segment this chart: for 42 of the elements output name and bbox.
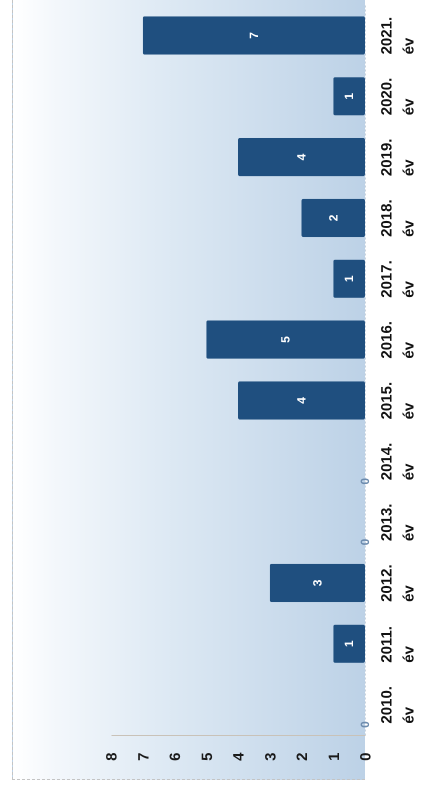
data-label: 0: [358, 720, 372, 728]
y-tick-label: 2013. év: [378, 504, 418, 542]
y-tick-label: 2012. év: [378, 564, 418, 602]
data-label: 3: [310, 579, 324, 586]
x-tick-label: 1: [326, 752, 343, 761]
y-tick-label: 2019. év: [378, 138, 418, 176]
data-label: 4: [294, 153, 308, 160]
data-label: 0: [358, 478, 372, 485]
x-tick-label: 2: [294, 752, 311, 761]
y-tick-label: 2021. év: [378, 16, 418, 54]
data-label: 4: [294, 396, 308, 404]
bar: [333, 77, 365, 116]
data-label: 7: [246, 32, 261, 39]
data-label: 1: [342, 640, 356, 648]
x-tick-label: 0: [358, 752, 374, 761]
bar: [270, 564, 365, 602]
bar: [142, 16, 365, 55]
y-tick-label: 2010. év: [378, 686, 418, 724]
y-tick-label: 2020. év: [378, 78, 418, 116]
bar: [333, 260, 365, 298]
y-tick-label: 2017. év: [378, 260, 418, 298]
y-tick-label: 2014. év: [378, 442, 418, 480]
x-tick-label: 3: [262, 752, 280, 761]
bar: [206, 320, 365, 359]
y-tick-label: 2011. év: [378, 626, 418, 663]
y-tick-label: 2018. év: [378, 199, 418, 237]
data-label: 2: [326, 214, 340, 222]
x-tick-label: 5: [198, 752, 216, 761]
bar: [302, 198, 365, 238]
x-tick-label: 6: [167, 752, 184, 761]
bar: [238, 381, 365, 420]
y-tick-label: 2015. év: [378, 382, 418, 420]
data-label: 0: [358, 538, 372, 546]
y-tick-label: 2016. év: [378, 321, 418, 359]
bar: [333, 624, 365, 663]
bar: [238, 138, 365, 176]
x-tick-label: 8: [104, 752, 120, 761]
x-tick-label: 7: [135, 752, 152, 761]
data-label: 1: [342, 92, 356, 100]
data-label: 1: [342, 275, 356, 282]
data-label: 5: [278, 336, 293, 343]
x-tick-label: 4: [230, 752, 248, 761]
